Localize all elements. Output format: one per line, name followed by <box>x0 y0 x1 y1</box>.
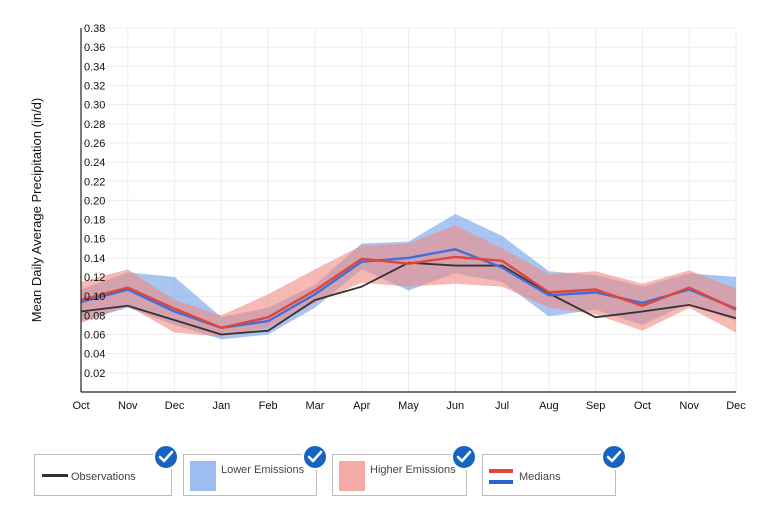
y-tick-label: 0.38 <box>84 23 105 35</box>
median-red-line-icon <box>489 469 513 473</box>
legend-observations-label: Observations <box>71 471 136 483</box>
x-tick-label: Dec <box>726 400 746 412</box>
range-bands <box>81 213 736 340</box>
legend-higher-emissions-label: Higher Emissions <box>370 464 456 476</box>
series-lines <box>80 248 737 336</box>
y-tick-label: 0.20 <box>84 195 105 207</box>
check-icon[interactable] <box>302 444 328 470</box>
x-tick-labels: Oct Nov Dec Jan Feb Mar Apr May Jun Jul Aug Sep Oct N… <box>72 400 746 412</box>
y-tick-label: 0.24 <box>84 157 105 169</box>
x-tick-label: Mar <box>305 400 324 412</box>
observations-line-icon <box>42 474 68 477</box>
legend-medians[interactable]: Medians <box>482 444 627 496</box>
y-tick-label: 0.30 <box>84 100 105 112</box>
legend-lower-emissions-label: Lower Emissions <box>221 464 305 476</box>
axes <box>80 28 736 393</box>
y-tick-label: 0.16 <box>84 234 105 246</box>
median-blue-line-icon <box>489 480 513 484</box>
y-axis-title: Mean Daily Average Precipitation (in/d) <box>29 98 44 323</box>
y-tick-labels: 0.02 0.04 0.06 0.08 0.10 0.12 0.14 0.16 0.18 0.20… <box>84 23 105 380</box>
y-tick-label: 0.26 <box>84 138 105 150</box>
legend-observations[interactable]: Observations <box>34 444 179 496</box>
y-tick-label: 0.06 <box>84 330 105 342</box>
x-tick-label: Sep <box>586 400 606 412</box>
x-tick-label: Jul <box>495 400 509 412</box>
higher-emissions-median-line <box>80 255 737 330</box>
y-tick-label: 0.28 <box>84 119 105 131</box>
check-icon[interactable] <box>601 444 627 470</box>
y-tick-label: 0.08 <box>84 310 105 322</box>
x-tick-label: Aug <box>539 400 559 412</box>
y-tick-label: 0.18 <box>84 215 105 227</box>
x-tick-label: Apr <box>353 400 370 412</box>
x-tick-label: Oct <box>72 400 89 412</box>
check-icon[interactable] <box>451 444 477 470</box>
legend-medians-label: Medians <box>519 471 561 483</box>
y-tick-label: 0.22 <box>84 176 105 188</box>
y-tick-label: 0.14 <box>84 253 105 265</box>
check-icon[interactable] <box>153 444 179 470</box>
y-tick-label: 0.04 <box>84 349 105 361</box>
legend-lower-emissions[interactable]: Lower Emissions <box>183 444 328 496</box>
x-tick-label: Feb <box>259 400 278 412</box>
x-tick-label: Nov <box>118 400 138 412</box>
higher-emissions-band <box>81 225 736 337</box>
x-tick-label: Jun <box>446 400 464 412</box>
y-tick-label: 0.36 <box>84 42 105 54</box>
higher-emissions-swatch-icon <box>339 461 365 491</box>
y-tick-label: 0.12 <box>84 272 105 284</box>
lower-emissions-swatch-icon <box>190 461 216 491</box>
x-tick-label: May <box>398 400 419 412</box>
legend-higher-emissions[interactable]: Higher Emissions <box>332 444 477 496</box>
x-tick-label: Oct <box>634 400 651 412</box>
x-tick-label: Nov <box>679 400 699 412</box>
y-tick-label: 0.10 <box>84 291 105 303</box>
x-tick-label: Dec <box>165 400 185 412</box>
grid-lines <box>80 27 737 392</box>
y-tick-label: 0.32 <box>84 80 105 92</box>
x-tick-label: Jan <box>212 400 230 412</box>
y-tick-label: 0.02 <box>84 368 105 380</box>
precipitation-chart: 0.02 0.04 0.06 0.08 0.10 0.12 0.14 0.16 0.18 0.20… <box>29 23 746 412</box>
y-tick-label: 0.34 <box>84 61 105 73</box>
